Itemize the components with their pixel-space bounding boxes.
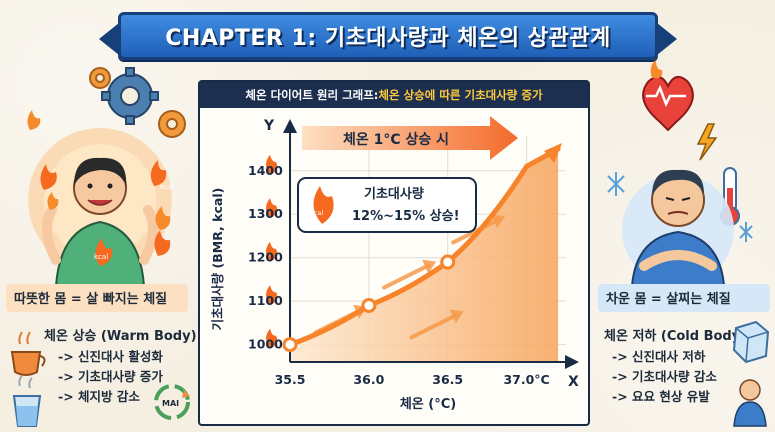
fire-icon <box>266 154 278 175</box>
trend-arrowhead <box>491 214 506 229</box>
temperature-rise-label: 체온 1°C 상승 시 <box>343 132 449 148</box>
heart-fire-icon <box>642 60 694 132</box>
chart-header: 체온 다이어트 원리 그래프: 체온 상승에 따른 기초대사량 증가 <box>200 82 588 108</box>
shivering-person-icon <box>733 379 767 427</box>
left-illustration: kcal kcal <box>27 67 186 286</box>
fire-icon <box>266 198 278 219</box>
trend-arrow <box>451 218 500 245</box>
trend-arrowhead <box>422 259 437 274</box>
fire-icon <box>155 206 171 230</box>
title-banner: CHAPTER 1: 기초대사량과 체온의 상관관계 <box>99 12 677 60</box>
right-bottom-icons <box>732 320 770 427</box>
fire-icon <box>266 285 278 306</box>
cold-body-item: -> 요요 현상 유발 <box>612 389 710 404</box>
fire-icon <box>47 192 59 210</box>
gear-icon <box>158 110 186 138</box>
page-title: CHAPTER 1: 기초대사량과 체온의 상관관계 <box>165 26 611 51</box>
gear-icon <box>89 67 111 89</box>
snowflake-icon <box>739 222 753 242</box>
y-tick-label: 1300 <box>248 206 283 221</box>
trend-arrowhead <box>449 309 464 324</box>
warm-body-title: 따뜻한 몸 = 살 빠지는 체질 <box>6 284 188 312</box>
fire-icon <box>266 241 278 262</box>
data-point <box>282 337 298 353</box>
fire-icon <box>150 160 167 186</box>
fire-icon <box>40 164 57 190</box>
warm-body-item: -> 기초대사량 증가 <box>58 369 163 384</box>
x-axis-title: 체온 (°C) <box>400 397 456 412</box>
cold-body-item: -> 기초대사량 감소 <box>612 369 717 384</box>
kcal-badge-body: kcal <box>94 253 108 261</box>
area-under-curve <box>290 149 559 362</box>
y-tick-label: 1200 <box>248 250 283 265</box>
chart-header-prefix: 체온 다이어트 원리 그래프: <box>245 88 379 102</box>
callout-line2: 12%~15% 상승! <box>352 209 460 224</box>
x-axis-letter: X <box>568 374 579 390</box>
callout-line1: 기초대사량 <box>364 186 424 202</box>
callout-kcal-label: kcal <box>310 209 323 217</box>
x-tick-label: 36.0 <box>353 372 384 387</box>
bmr-increase-callout: kcal 기초대사량 12%~15% 상승! <box>297 177 477 233</box>
data-point <box>361 298 377 313</box>
cold-body-list: 체온 저하 (Cold Body) -> 신진대사 저하 -> 기초대사량 감소… <box>604 327 746 407</box>
chart-header-accent: 체온 상승에 따른 기초대사량 증가 <box>378 88 543 102</box>
fire-icon <box>266 328 278 349</box>
cold-body-heading: 체온 저하 (Cold Body) <box>604 329 747 344</box>
ice-cube-icon <box>732 320 770 364</box>
chart-panel: 1000 1100 1200 1300 1400 35.5 36.0 36.5 37.0°C 체… <box>198 80 590 426</box>
bmr-series-line <box>287 146 561 348</box>
data-point <box>440 254 456 270</box>
y-tick-label: 1000 <box>248 337 283 352</box>
points-layer <box>282 254 456 353</box>
trend-arrow <box>382 263 431 290</box>
fire-icon <box>313 186 334 224</box>
x-tick-label: 37.0°C <box>503 372 549 387</box>
warm-body-item: -> 신진대사 활성화 <box>58 349 163 364</box>
right-illustration <box>607 60 753 286</box>
y-axis-flames <box>266 154 278 349</box>
kcal-badge-top: kcal <box>154 183 174 256</box>
y-tick-label: 1400 <box>248 163 283 178</box>
left-bottom-icons: MAI <box>10 331 190 427</box>
lightning-icon <box>696 123 718 161</box>
bmr-temperature-chart: 1000 1100 1200 1300 1400 35.5 36.0 36.5 37.0°C 체… <box>210 116 579 412</box>
fire-icon <box>27 110 41 130</box>
fire-icon <box>95 238 113 266</box>
cold-body-title: 차운 몸 = 살찌는 체질 <box>598 284 770 312</box>
cold-body-item: -> 신진대사 저하 <box>612 349 706 364</box>
cold-man-figure <box>630 169 726 286</box>
warm-body-item: -> 체지방 감소 <box>58 389 140 404</box>
recycle-icon: MAI <box>154 384 190 420</box>
y-axis-title: 기초대사량 (BMR, kcal) <box>210 188 225 331</box>
x-tick-label: 36.5 <box>432 372 463 387</box>
warm-body-list: 체온 상승 (Warm Body) -> 신진대사 활성화 -> 기초대사량 증… <box>44 327 197 407</box>
kcal-badge-top-label: kcal <box>160 183 174 191</box>
temperature-rise-arrow: 체온 1°C 상승 시 <box>302 116 518 160</box>
y-tick-label: 1100 <box>248 293 283 308</box>
trend-arrow <box>409 313 458 340</box>
gear-icon <box>101 67 159 125</box>
warm-body-heading: 체온 상승 (Warm Body) <box>44 329 197 344</box>
y-axis-letter: Y <box>263 118 275 134</box>
kcal-badge-body-label: kcal <box>94 253 108 261</box>
water-glass-icon <box>12 375 42 427</box>
recycle-badge-label: MAI <box>162 399 179 408</box>
x-tick-label: 35.5 <box>275 372 306 387</box>
series-arrowhead <box>544 143 563 164</box>
ticks-layer: 1000 1100 1200 1300 1400 35.5 36.0 36.5 37.0°C <box>248 163 550 387</box>
teacup-icon <box>10 331 46 376</box>
snowflake-icon <box>607 172 625 196</box>
